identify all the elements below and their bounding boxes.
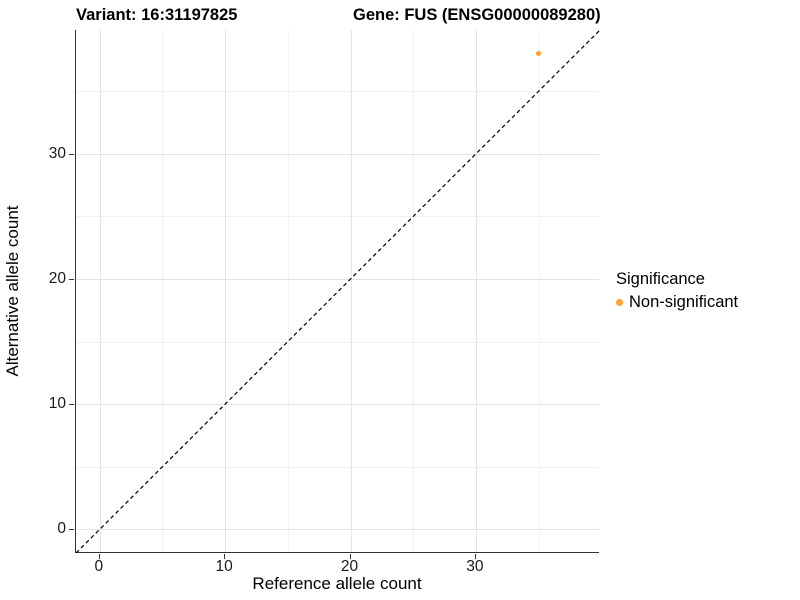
x-minor-gridline [413, 30, 415, 552]
legend: Significance Non-significant [616, 270, 738, 312]
x-tick-label: 10 [215, 558, 233, 575]
y-axis-tick [69, 278, 74, 280]
x-axis-tick [474, 554, 476, 559]
plot-title-variant: Variant: 16:31197825 [76, 6, 238, 24]
y-major-gridline [76, 153, 599, 155]
identity-dashed-line [76, 30, 600, 553]
legend-entry-label: Non-significant [629, 293, 739, 311]
y-axis-tick [69, 404, 74, 406]
y-tick-label: 0 [57, 520, 66, 538]
x-axis-tick [349, 554, 351, 559]
y-minor-gridline [76, 91, 599, 93]
x-tick-label: 20 [340, 558, 359, 575]
x-tick-label: 30 [466, 558, 484, 575]
y-tick-label: 30 [48, 144, 66, 162]
y-axis-tick [69, 153, 74, 155]
x-axis-title: Reference allele count [252, 574, 422, 593]
y-axis-tick [69, 529, 74, 531]
x-minor-gridline [538, 30, 540, 552]
data-point [536, 51, 541, 57]
y-minor-gridline [76, 341, 599, 343]
x-major-gridline [475, 30, 477, 552]
x-minor-gridline [162, 30, 164, 552]
x-tick-label: 0 [94, 558, 104, 575]
legend-point-icon [616, 299, 623, 306]
y-major-gridline [76, 278, 599, 280]
y-major-gridline [76, 529, 599, 531]
plot-title-gene: Gene: FUS (ENSG00000089280) [353, 6, 601, 24]
y-major-gridline [76, 404, 599, 406]
legend-entry: Non-significant [616, 293, 738, 312]
x-minor-gridline [287, 30, 289, 552]
x-axis-tick [98, 554, 100, 559]
y-minor-gridline [76, 216, 599, 218]
y-axis-title: Alternative allele count [3, 205, 22, 377]
x-major-gridline [99, 30, 101, 552]
plot-panel [75, 30, 600, 553]
x-axis-tick [224, 554, 226, 559]
y-minor-gridline [76, 466, 599, 468]
y-tick-label: 20 [48, 269, 66, 287]
x-major-gridline [350, 30, 352, 552]
legend-title: Significance [616, 270, 705, 288]
x-major-gridline [225, 30, 227, 552]
y-tick-label: 10 [48, 395, 66, 413]
